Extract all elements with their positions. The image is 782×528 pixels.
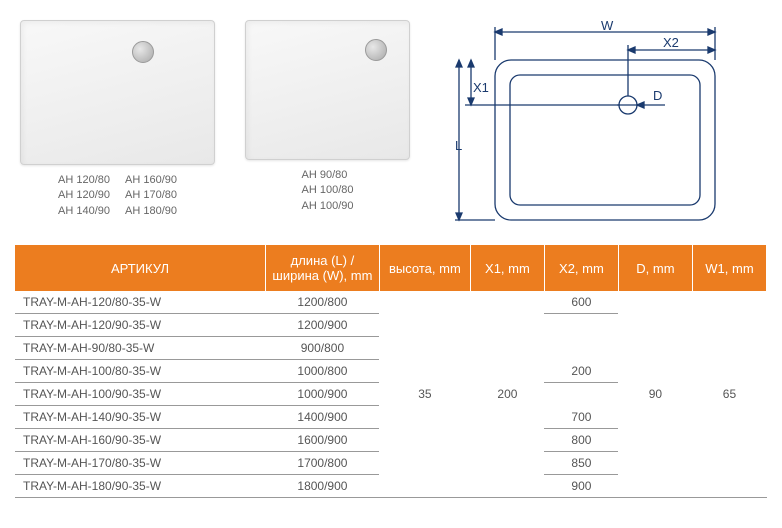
cell-x2: 600 bbox=[544, 291, 618, 314]
cell-art: TRAY-M-AH-180/90-35-W bbox=[15, 475, 266, 498]
table-header-row: АРТИКУЛ длина (L) / ширина (W), mm высот… bbox=[15, 245, 767, 291]
label: AH 90/80 bbox=[302, 168, 354, 183]
cell-lw: 1400/900 bbox=[266, 406, 380, 429]
cell-lw: 1200/900 bbox=[266, 314, 380, 337]
label: AH 140/90 bbox=[58, 204, 110, 219]
cell-lw: 1000/800 bbox=[266, 360, 380, 383]
table-body: TRAY-M-AH-120/80-35-W 1200/800 35 200 60… bbox=[15, 291, 767, 498]
dim-x2: X2 bbox=[663, 35, 679, 50]
table-row: TRAY-M-AH-120/80-35-W 1200/800 35 200 60… bbox=[15, 291, 767, 314]
th-x1: X1, mm bbox=[470, 245, 544, 291]
cell-lw: 1200/800 bbox=[266, 291, 380, 314]
th-height: высота, mm bbox=[379, 245, 470, 291]
cell-x2 bbox=[544, 383, 618, 406]
large-labels: AH 120/80 AH 120/90 AH 140/90 AH 160/90 … bbox=[58, 173, 177, 219]
label: AH 120/80 bbox=[58, 173, 110, 188]
cell-x1: 200 bbox=[470, 291, 544, 498]
cell-x2 bbox=[544, 337, 618, 360]
dim-w: W bbox=[601, 20, 614, 33]
cell-art: TRAY-M-AH-120/80-35-W bbox=[15, 291, 266, 314]
top-section: AH 120/80 AH 120/90 AH 140/90 AH 160/90 … bbox=[0, 0, 782, 245]
product-small: AH 90/80 AH 100/80 AH 100/90 bbox=[245, 20, 410, 235]
cell-x2: 900 bbox=[544, 475, 618, 498]
cell-d: 90 bbox=[618, 291, 692, 498]
cell-lw: 1700/800 bbox=[266, 452, 380, 475]
cell-height: 35 bbox=[379, 291, 470, 498]
th-lw: длина (L) / ширина (W), mm bbox=[266, 245, 380, 291]
dim-d: D bbox=[653, 88, 662, 103]
cell-art: TRAY-M-AH-100/80-35-W bbox=[15, 360, 266, 383]
cell-x2 bbox=[544, 314, 618, 337]
cell-lw: 1600/900 bbox=[266, 429, 380, 452]
label: AH 170/80 bbox=[125, 188, 177, 203]
label: AH 100/80 bbox=[302, 183, 354, 198]
th-article: АРТИКУЛ bbox=[15, 245, 266, 291]
tray-small-image bbox=[245, 20, 410, 160]
small-labels: AH 90/80 AH 100/80 AH 100/90 bbox=[302, 168, 354, 214]
cell-art: TRAY-M-AH-120/90-35-W bbox=[15, 314, 266, 337]
dim-x1: X1 bbox=[473, 80, 489, 95]
dim-l: L bbox=[455, 138, 462, 153]
th-x2: X2, mm bbox=[544, 245, 618, 291]
cell-x2: 850 bbox=[544, 452, 618, 475]
cell-w1: 65 bbox=[692, 291, 766, 498]
product-large: AH 120/80 AH 120/90 AH 140/90 AH 160/90 … bbox=[20, 20, 215, 235]
th-d: D, mm bbox=[618, 245, 692, 291]
spec-table-wrap: АРТИКУЛ длина (L) / ширина (W), mm высот… bbox=[0, 245, 782, 498]
drain-icon bbox=[132, 41, 154, 63]
technical-diagram: W X2 X1 L D bbox=[455, 20, 735, 235]
cell-x2: 800 bbox=[544, 429, 618, 452]
label: AH 100/90 bbox=[302, 199, 354, 214]
cell-lw: 1000/900 bbox=[266, 383, 380, 406]
cell-art: TRAY-M-AH-170/80-35-W bbox=[15, 452, 266, 475]
cell-art: TRAY-M-AH-140/90-35-W bbox=[15, 406, 266, 429]
label: AH 160/90 bbox=[125, 173, 177, 188]
drain-icon bbox=[365, 39, 387, 61]
cell-art: TRAY-M-AH-90/80-35-W bbox=[15, 337, 266, 360]
cell-art: TRAY-M-AH-100/90-35-W bbox=[15, 383, 266, 406]
label: AH 120/90 bbox=[58, 188, 110, 203]
cell-art: TRAY-M-AH-160/90-35-W bbox=[15, 429, 266, 452]
spec-table: АРТИКУЛ длина (L) / ширина (W), mm высот… bbox=[15, 245, 767, 498]
th-w1: W1, mm bbox=[692, 245, 766, 291]
tray-large-image bbox=[20, 20, 215, 165]
label: AH 180/90 bbox=[125, 204, 177, 219]
cell-x2: 200 bbox=[544, 360, 618, 383]
cell-lw: 1800/900 bbox=[266, 475, 380, 498]
cell-x2: 700 bbox=[544, 406, 618, 429]
cell-lw: 900/800 bbox=[266, 337, 380, 360]
